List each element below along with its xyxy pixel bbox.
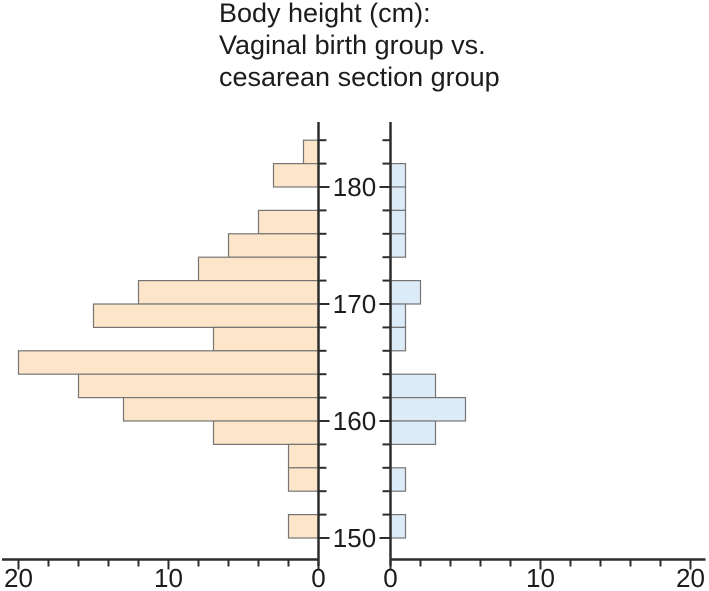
bar-vaginal-174–176 <box>227 233 320 258</box>
right-y-axis <box>379 122 392 566</box>
bar-vaginal-182–184 <box>302 139 320 165</box>
bar-vaginal-162–164 <box>77 373 320 399</box>
bar-cesarean-166–168 <box>389 326 407 352</box>
x-tick-label-left-10: 10 <box>154 563 183 591</box>
y-tick-label-170: 170 <box>333 289 376 319</box>
bar-vaginal-172–174 <box>197 256 320 282</box>
bar-vaginal-156–158 <box>287 443 320 469</box>
vaginal-histogram <box>17 139 320 539</box>
bar-vaginal-180–182 <box>272 163 320 188</box>
x-tick-label-right-0: 0 <box>383 563 397 591</box>
bar-cesarean-180–182 <box>389 163 407 188</box>
chart-title-line1: Body height (cm): <box>219 0 431 28</box>
bar-cesarean-158–160 <box>389 420 437 445</box>
bar-cesarean-174–176 <box>389 233 407 258</box>
bar-cesarean-176–178 <box>389 209 407 235</box>
bar-vaginal-170–172 <box>137 280 320 305</box>
bar-vaginal-158–160 <box>212 420 320 445</box>
x-tick-label-left-0: 0 <box>311 563 325 591</box>
bar-vaginal-176–178 <box>257 209 320 235</box>
left-x-axis: 0 10 20 <box>2 558 326 591</box>
bar-vaginal-150–152 <box>287 513 320 539</box>
x-tick-label-right-10: 10 <box>526 563 555 591</box>
bar-cesarean-150–152 <box>389 513 407 539</box>
bar-cesarean-162–164 <box>389 373 437 399</box>
bar-vaginal-168–170 <box>92 303 320 328</box>
bar-cesarean-168–170 <box>389 303 407 328</box>
bar-vaginal-164–166 <box>17 350 320 375</box>
right-x-axis: 0 10 20 <box>383 558 706 591</box>
y-tick-label-160: 160 <box>333 406 376 436</box>
bar-vaginal-160–162 <box>122 397 320 422</box>
chart-title: Body height (cm): Vaginal birth group vs… <box>219 0 500 93</box>
y-tick-label-180: 180 <box>333 172 376 202</box>
bar-cesarean-178–180 <box>389 186 407 211</box>
bar-cesarean-170–172 <box>389 280 422 305</box>
x-tick-label-left-20: 20 <box>4 563 33 591</box>
chart-title-line2: Vaginal birth group vs. <box>219 30 486 60</box>
left-y-axis <box>317 122 330 566</box>
chart-title-line3: cesarean section group <box>219 62 500 92</box>
y-tick-label-150: 150 <box>333 523 376 553</box>
bar-vaginal-166–168 <box>212 326 320 352</box>
bar-vaginal-154–156 <box>287 467 320 492</box>
bar-cesarean-154–156 <box>389 467 407 492</box>
bar-cesarean-160–162 <box>389 397 467 422</box>
x-tick-label-right-20: 20 <box>676 563 705 591</box>
y-tick-labels: 150 160 170 180 <box>333 172 376 553</box>
cesarean-histogram <box>389 163 467 539</box>
